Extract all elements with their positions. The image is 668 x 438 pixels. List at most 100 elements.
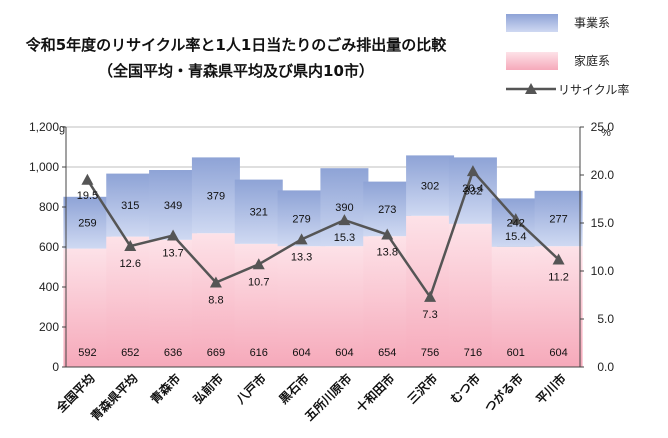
household-value-label: 604 — [335, 347, 353, 359]
bar-business — [406, 155, 455, 216]
legend-label-household: 家庭系 — [574, 53, 610, 68]
category-label: 全国平均 — [52, 371, 97, 416]
business-value-label: 302 — [421, 181, 439, 193]
recycling-rate-label: 10.7 — [248, 276, 269, 288]
bar-business — [149, 170, 198, 240]
recycling-rate-marker — [381, 228, 394, 240]
recycling-rate-label: 13.7 — [162, 247, 183, 259]
recycling-rate-marker — [552, 253, 565, 265]
right-axis-tick-label: 0.0 — [597, 360, 614, 374]
left-axis-tick-label: 1,000 — [29, 160, 59, 174]
recycling-rate-marker — [81, 173, 94, 185]
category-label: 平川市 — [533, 371, 569, 407]
bar-household — [277, 246, 326, 367]
bar-household — [491, 246, 540, 367]
category-label: 八戸市 — [232, 371, 269, 408]
left-axis-tick-label: 0 — [52, 360, 59, 374]
bar-household — [149, 239, 198, 367]
business-value-label: 242 — [507, 218, 525, 230]
bar-household — [191, 233, 240, 367]
legend-label-recycling: リサイクル率 — [558, 82, 629, 97]
recycling-rate-label: 7.3 — [422, 309, 437, 321]
chart-title: 令和5年度のリサイクル率と1人1日当たりのごみ排出量の比較 — [26, 36, 448, 54]
household-value-label: 616 — [250, 347, 268, 359]
recycling-rate-label: 15.4 — [505, 231, 526, 243]
bar-business — [320, 168, 369, 247]
household-value-label: 654 — [378, 347, 396, 359]
household-value-label: 592 — [78, 347, 96, 359]
right-axis-tick-label: 5.0 — [597, 312, 614, 326]
household-value-label: 601 — [507, 347, 525, 359]
bar-household — [63, 248, 112, 367]
recycling-rate-marker — [252, 258, 265, 270]
business-value-label: 321 — [250, 207, 268, 219]
category-label: 五所川原市 — [301, 371, 354, 424]
bar-household — [106, 236, 155, 367]
bar-household — [448, 223, 497, 367]
right-axis-tick-label: 20.0 — [591, 168, 615, 182]
recycling-rate-marker — [295, 233, 308, 245]
legend-label-business: 事業系 — [574, 16, 610, 30]
household-value-label: 652 — [121, 347, 139, 359]
recycling-rate-marker — [167, 229, 180, 241]
business-value-label: 349 — [164, 200, 182, 212]
recycling-rate-line — [86, 168, 560, 300]
category-label: 青森市 — [147, 371, 183, 407]
household-value-label: 669 — [207, 347, 225, 359]
legend: 事業系 家庭系 リサイクル率 — [506, 14, 629, 97]
household-value-label: 756 — [421, 347, 439, 359]
household-value-label: 604 — [549, 347, 567, 359]
recycling-rate-label: 13.8 — [377, 247, 398, 259]
legend-swatch-business — [506, 14, 558, 32]
recycling-rate-label: 13.3 — [291, 251, 312, 263]
household-value-label: 716 — [464, 347, 482, 359]
category-label: むつ市 — [447, 371, 483, 407]
bar-household — [534, 246, 583, 367]
legend-swatch-household — [506, 52, 558, 70]
right-axis-tick-label: 10.0 — [591, 264, 615, 278]
recycling-rate-marker — [209, 276, 222, 288]
category-label: 黒石市 — [276, 371, 312, 407]
left-axis-tick-label: 400 — [39, 280, 59, 294]
bar-business — [191, 157, 240, 234]
bar-business — [363, 181, 412, 237]
recycling-rate-marker — [424, 290, 437, 302]
business-value-label: 273 — [378, 204, 396, 216]
category-label: 三沢市 — [404, 371, 440, 407]
business-value-label: 315 — [121, 200, 139, 212]
business-value-label: 277 — [549, 214, 567, 226]
recycling-rate-label: 12.6 — [120, 258, 141, 270]
category-label: 弘前市 — [190, 371, 226, 407]
category-label: 十和田市 — [353, 371, 398, 416]
left-axis-tick-label: 200 — [39, 320, 59, 334]
business-value-label: 279 — [292, 213, 310, 225]
business-value-label: 332 — [464, 186, 482, 198]
right-axis-tick-label: 25.0 — [591, 120, 615, 134]
chart-subtitle: （全国平均・青森県平均及び県内10市） — [98, 62, 374, 80]
household-value-label: 636 — [164, 347, 182, 359]
recycling-rate-label: 20.4 — [462, 183, 483, 195]
bar-business — [106, 173, 155, 237]
right-axis-unit: % — [601, 127, 611, 139]
left-axis-tick-label: 600 — [39, 240, 59, 254]
left-axis-tick-label: 800 — [39, 200, 59, 214]
recycling-rate-label: 8.8 — [208, 295, 223, 307]
recycling-rate-label: 11.2 — [548, 271, 569, 283]
bar-business — [534, 190, 583, 247]
left-axis-unit: g — [59, 123, 65, 135]
category-label: つがる市 — [481, 371, 526, 416]
category-label: 青森県平均 — [87, 371, 140, 424]
legend-marker-recycling — [525, 83, 537, 94]
business-value-label: 259 — [78, 218, 96, 230]
recycling-rate-label: 19.5 — [77, 190, 98, 202]
bar-household — [320, 246, 369, 367]
business-value-label: 390 — [335, 202, 353, 214]
household-value-label: 604 — [292, 347, 310, 359]
recycling-rate-marker — [338, 214, 351, 226]
left-axis-tick-label: 1,200 — [29, 120, 59, 134]
recycling-rate-marker — [509, 213, 522, 225]
recycling-rate-marker — [466, 165, 479, 177]
recycling-rate-label: 15.3 — [334, 232, 355, 244]
bar-business — [234, 179, 283, 244]
